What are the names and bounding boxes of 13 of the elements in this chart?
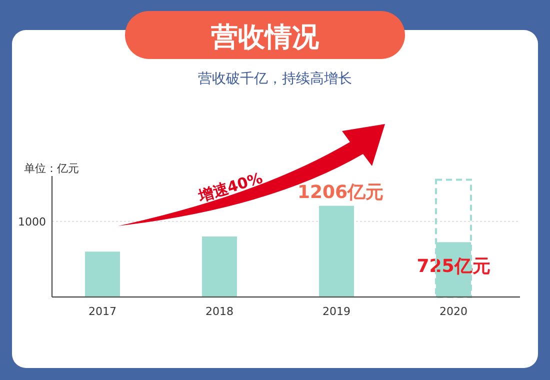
bar: [202, 236, 237, 297]
y-tick-label: 1000: [18, 215, 46, 228]
bar: [319, 206, 354, 297]
x-tick-label: 2019: [322, 305, 350, 318]
chart-subtitle: 营收破千亿，持续高增长: [198, 71, 352, 87]
x-tick-label: 2020: [440, 305, 468, 318]
annotation: 增速40%: [195, 168, 265, 206]
x-tick-label: 2018: [206, 305, 234, 318]
bar: [85, 252, 120, 297]
data-label: 1206亿元: [297, 182, 384, 203]
x-tick-label: 2017: [88, 305, 116, 318]
chart-title: 营收情况: [210, 22, 320, 53]
y-axis-title: 单位：亿元: [24, 162, 79, 175]
